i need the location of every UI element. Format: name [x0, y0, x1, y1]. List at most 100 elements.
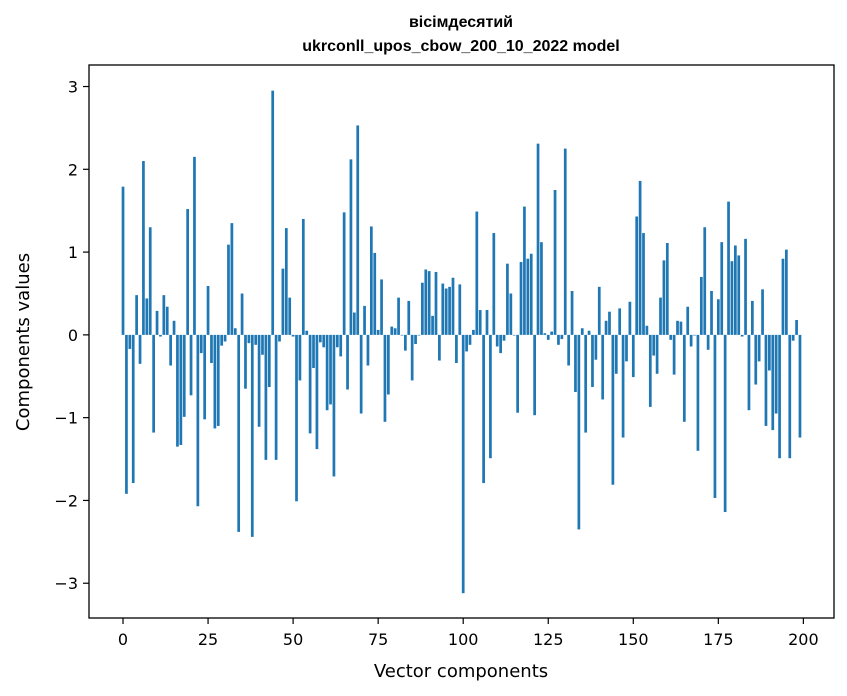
bar-92: [434, 271, 438, 335]
y-tick-label: 0: [68, 326, 78, 345]
plot-frame: [88, 64, 835, 619]
bar-56: [312, 334, 315, 368]
bar-195: [785, 249, 788, 335]
bar-97: [451, 277, 455, 335]
bar-131: [567, 334, 571, 366]
bar-88: [421, 282, 424, 335]
bar-141: [601, 334, 605, 400]
bar-85: [410, 334, 414, 381]
bar-10: [155, 310, 159, 335]
y-tick-label: −1: [54, 409, 78, 428]
bar-53: [301, 218, 305, 335]
bar-182: [740, 334, 744, 337]
y-axis-label: Components values: [13, 253, 34, 431]
bar-39: [254, 334, 258, 345]
bar-130: [563, 148, 567, 335]
bar-160: [665, 242, 669, 335]
bar-113: [506, 263, 509, 335]
bar-73: [369, 226, 373, 335]
bar-51: [295, 334, 298, 502]
bar-122: [536, 143, 540, 335]
bar-183: [744, 238, 747, 335]
bar-19: [186, 209, 190, 335]
bar-77: [383, 334, 387, 422]
bar-71: [363, 305, 366, 335]
bar-106: [482, 334, 485, 484]
bar-41: [261, 334, 264, 355]
bar-175: [716, 299, 720, 335]
bar-108: [489, 334, 492, 459]
bar-110: [495, 334, 499, 347]
bars-group: [121, 90, 802, 594]
x-tick-label: 175: [703, 630, 734, 649]
bar-60: [325, 334, 329, 411]
x-tick-label: 100: [448, 630, 479, 649]
bar-102: [468, 334, 472, 345]
bar-191: [771, 334, 775, 431]
bar-35: [240, 293, 244, 335]
bar-40: [257, 334, 261, 427]
bar-155: [648, 334, 652, 407]
bar-125: [546, 334, 550, 340]
bar-154: [645, 325, 649, 335]
bar-83: [404, 334, 407, 351]
bar-124: [543, 333, 547, 335]
bar-163: [676, 320, 679, 335]
bar-66: [346, 334, 349, 390]
bar-80: [393, 328, 397, 335]
bar-67: [349, 159, 353, 335]
bar-164: [679, 321, 683, 335]
bar-117: [519, 262, 523, 335]
bar-143: [608, 311, 611, 335]
bar-7: [145, 298, 149, 335]
bar-185: [751, 300, 754, 335]
bar-76: [380, 279, 383, 335]
bar-190: [768, 334, 771, 371]
bar-22: [196, 334, 200, 507]
bar-151: [635, 216, 639, 335]
bar-96: [448, 286, 451, 335]
chart-title: вісімдесятий: [409, 14, 513, 31]
bar-144: [611, 334, 615, 485]
bar-78: [387, 334, 390, 395]
bar-82: [400, 334, 404, 336]
bar-23: [199, 334, 203, 354]
bar-167: [689, 334, 693, 347]
bar-120: [529, 253, 533, 335]
bar-69: [356, 125, 360, 335]
bar-129: [560, 334, 564, 340]
bar-147: [621, 334, 625, 438]
bar-188: [761, 289, 764, 335]
bar-194: [781, 258, 785, 335]
x-tick-label: 150: [618, 630, 649, 649]
bar-75: [376, 329, 380, 335]
bar-74: [373, 252, 377, 335]
x-tick-label: 50: [283, 630, 303, 649]
bar-43: [267, 334, 271, 388]
bar-192: [774, 334, 778, 414]
x-axis-ticks: 0 25 50 75 100 125 150 175 200: [118, 618, 819, 649]
y-tick-label: −2: [54, 491, 78, 510]
bar-28: [216, 334, 220, 426]
bar-169: [696, 334, 700, 451]
bar-186: [754, 334, 758, 385]
y-tick-label: 1: [68, 243, 78, 262]
bar-166: [686, 306, 690, 335]
bar-45: [274, 334, 278, 460]
bar-114: [509, 293, 513, 335]
bar-165: [682, 334, 686, 422]
bar-157: [655, 334, 659, 374]
bar-58: [318, 334, 322, 343]
bar-174: [713, 334, 717, 498]
bar-150: [631, 334, 635, 378]
bar-89: [424, 269, 428, 335]
bar-46: [278, 334, 281, 342]
bar-34: [237, 334, 241, 532]
bar-101: [465, 334, 468, 352]
bar-14: [169, 334, 172, 366]
bar-98: [455, 334, 458, 364]
bar-118: [523, 206, 526, 335]
bar-50: [291, 334, 295, 337]
bar-132: [570, 291, 574, 335]
bar-116: [516, 334, 519, 413]
